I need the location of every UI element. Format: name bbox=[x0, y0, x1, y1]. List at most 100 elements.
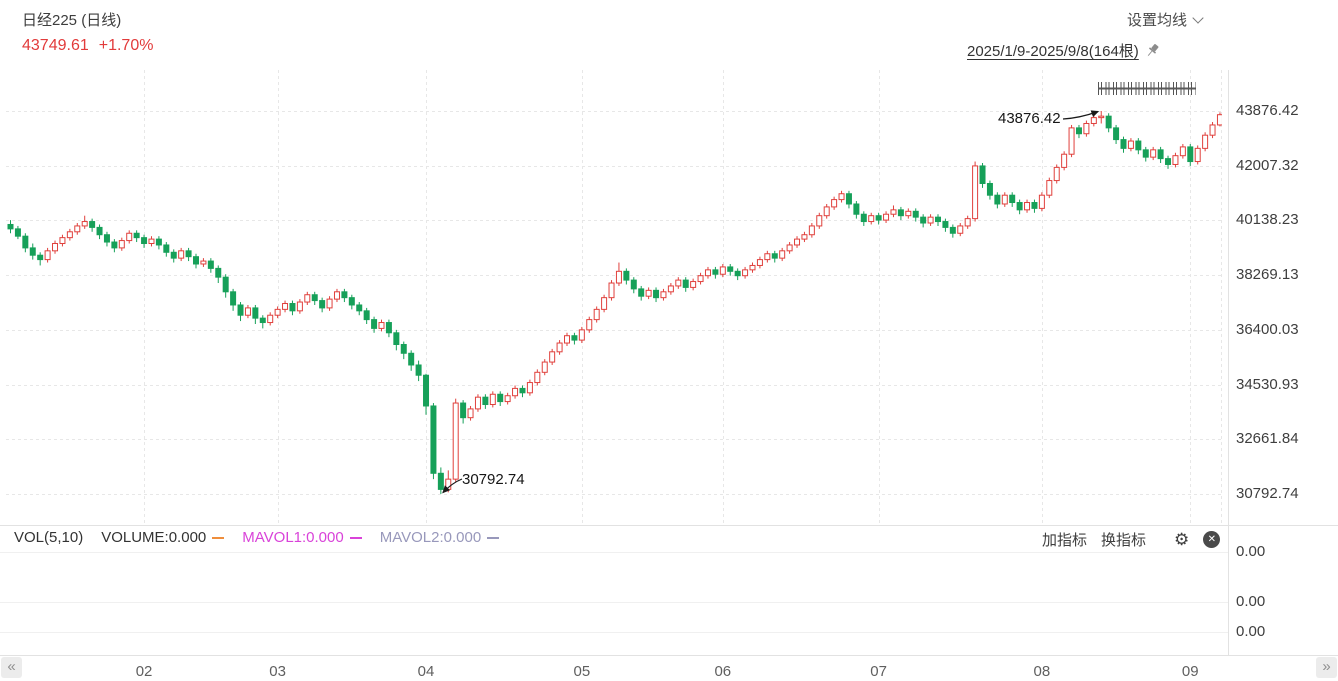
candle-body bbox=[467, 408, 474, 419]
candle-body bbox=[148, 238, 155, 245]
candle-body bbox=[222, 276, 229, 293]
mavol2-legend-label: MAVOL2:0.000 bbox=[379, 529, 482, 546]
candle-body bbox=[14, 228, 21, 237]
candle-body bbox=[385, 322, 392, 334]
candle-body bbox=[831, 199, 838, 208]
candle-body bbox=[1187, 146, 1194, 163]
switch-indicator-button[interactable]: 换指标 bbox=[1101, 532, 1147, 549]
scroll-left-button[interactable]: « bbox=[1, 657, 22, 678]
candle-body bbox=[927, 216, 934, 224]
candle-body bbox=[230, 291, 237, 306]
candle-body bbox=[1165, 158, 1172, 165]
candle-body bbox=[371, 319, 378, 329]
candle-body bbox=[534, 371, 541, 384]
close-icon[interactable]: ✕ bbox=[1203, 531, 1221, 548]
low-annotation: 30792.74 bbox=[462, 471, 525, 488]
candle-body bbox=[1157, 149, 1164, 160]
price-axis-label: 42007.32 bbox=[1236, 156, 1299, 174]
candle-body bbox=[586, 319, 593, 331]
time-axis-separator bbox=[0, 655, 1338, 656]
last-price: 43749.61 bbox=[22, 37, 89, 54]
low-annotation-arrow bbox=[442, 478, 463, 494]
mavol1-legend-label: MAVOL1:0.000 bbox=[242, 529, 344, 546]
mavol2-legend-dash-icon bbox=[487, 536, 500, 539]
mavol1-legend: MAVOL1:0.000 bbox=[242, 529, 362, 546]
volume-legend-dash-icon bbox=[212, 536, 225, 539]
candle-body bbox=[1135, 140, 1142, 151]
change-percent: +1.70% bbox=[98, 37, 154, 54]
candle-body bbox=[296, 301, 303, 312]
candle-body bbox=[615, 270, 622, 284]
candle-body bbox=[868, 215, 875, 223]
volume-legend: VOLUME:0.000 bbox=[101, 529, 225, 546]
candle-body bbox=[704, 269, 711, 277]
scroll-right-button[interactable]: » bbox=[1316, 657, 1337, 678]
price-axis-label: 40138.23 bbox=[1236, 211, 1299, 229]
candle-body bbox=[593, 308, 600, 321]
candle-body bbox=[1216, 114, 1222, 126]
candlestick-chart[interactable]: 43876.42 30792.74 bbox=[6, 70, 1222, 525]
pin-icon bbox=[1147, 43, 1159, 57]
candle-body bbox=[994, 194, 1001, 205]
add-indicator-button[interactable]: 加指标 bbox=[1042, 532, 1088, 549]
candle-body bbox=[845, 193, 852, 205]
compressed-candles-pattern bbox=[1098, 82, 1196, 95]
candle-body bbox=[601, 297, 608, 310]
time-axis-label: 05 bbox=[573, 663, 591, 680]
candle-body bbox=[96, 226, 103, 236]
candle-body bbox=[623, 270, 630, 281]
candle-body bbox=[452, 402, 459, 480]
volume-grid-line bbox=[0, 602, 1228, 603]
candle-body bbox=[1090, 117, 1097, 124]
time-axis-label: 02 bbox=[135, 663, 153, 680]
candle-body bbox=[935, 216, 941, 223]
candle-body bbox=[964, 218, 971, 227]
candle-body bbox=[727, 266, 734, 272]
candle-body bbox=[1083, 122, 1090, 135]
price-axis[interactable]: 43876.42 42007.32 40138.23 38269.13 36400.03… bbox=[1236, 0, 1336, 681]
candle-body bbox=[786, 244, 793, 252]
candle-body bbox=[1202, 134, 1209, 149]
candle-body bbox=[415, 364, 422, 376]
candle-body bbox=[571, 335, 578, 341]
high-annotation-arrow bbox=[1062, 110, 1100, 120]
candle-body bbox=[712, 269, 719, 275]
candle-body bbox=[556, 342, 563, 353]
candle-body bbox=[920, 216, 927, 224]
candle-body bbox=[838, 193, 845, 201]
candle-body bbox=[304, 294, 311, 303]
candle-body bbox=[905, 210, 912, 217]
candle-body bbox=[719, 266, 726, 275]
candle-body bbox=[742, 269, 749, 277]
candle-body bbox=[252, 307, 259, 319]
date-range-button[interactable]: 2025/1/9-2025/9/8(164根) bbox=[967, 40, 1161, 61]
axis-separator bbox=[1228, 70, 1229, 655]
candle-body bbox=[393, 332, 400, 345]
candle-body bbox=[1016, 202, 1023, 211]
ma-settings-button[interactable]: 设置均线 bbox=[1127, 9, 1204, 30]
candle-body bbox=[22, 235, 29, 249]
candle-body bbox=[163, 244, 170, 253]
price-axis-label: 38269.13 bbox=[1236, 266, 1299, 284]
candle-body bbox=[749, 264, 756, 271]
gear-icon[interactable]: ⚙ bbox=[1174, 529, 1190, 549]
candle-body bbox=[504, 395, 511, 403]
candle-body bbox=[200, 260, 207, 265]
candle-body bbox=[771, 253, 778, 259]
candle-body bbox=[1046, 180, 1053, 196]
candle-body bbox=[66, 231, 73, 239]
candle-body bbox=[81, 221, 88, 227]
candle-body bbox=[430, 405, 437, 474]
mavol2-legend: MAVOL2:0.000 bbox=[379, 529, 500, 546]
candle-body bbox=[193, 256, 199, 265]
candle-body bbox=[808, 225, 815, 236]
candle-body bbox=[1113, 127, 1120, 141]
volume-legend-label: VOLUME:0.000 bbox=[101, 529, 207, 546]
time-axis-label: 03 bbox=[269, 663, 286, 680]
candle-body bbox=[541, 361, 548, 373]
candle-body bbox=[1172, 155, 1179, 165]
candle-body bbox=[972, 165, 979, 220]
candle-body bbox=[564, 335, 570, 344]
candle-body bbox=[794, 238, 801, 246]
candle-body bbox=[1142, 149, 1149, 158]
